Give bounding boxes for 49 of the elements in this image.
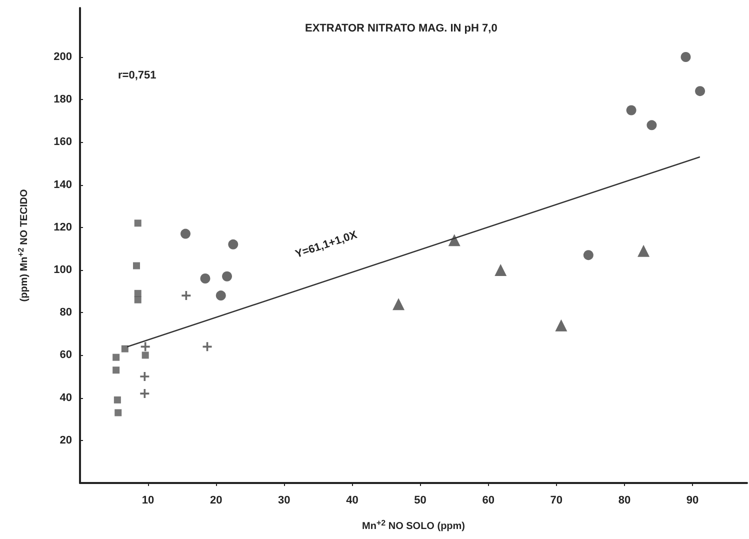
point (695, 86, 706, 96)
x-tick-label: 90 (686, 494, 699, 506)
point (200, 274, 210, 284)
point (626, 105, 636, 116)
point (132, 262, 140, 270)
x-tick-label: 50 (414, 494, 426, 506)
point (134, 220, 142, 227)
y-tick-label: 160 (54, 136, 72, 148)
annotation: r=0,751 (118, 70, 156, 82)
point (646, 120, 657, 130)
point (494, 264, 507, 276)
text: EXTRATOR NITRATO MAG. IN pH 7,0 (305, 22, 498, 34)
x-tick-label: 40 (346, 494, 358, 506)
point (222, 271, 232, 282)
x-tick-label: 20 (210, 494, 222, 506)
y-tick-label: 40 (60, 392, 72, 404)
point (140, 372, 150, 381)
point (134, 296, 142, 304)
point (114, 409, 122, 416)
point (114, 396, 121, 404)
point (583, 250, 594, 260)
y-tick-label: 60 (60, 349, 72, 362)
point (555, 319, 568, 332)
x-tick-label: 10 (142, 494, 154, 506)
point (112, 354, 120, 361)
y-tick-label: 140 (54, 178, 72, 191)
y-tick-label: 120 (54, 221, 72, 234)
point (112, 366, 120, 374)
point (121, 345, 128, 352)
point (140, 389, 150, 398)
x-tick-label: 30 (278, 494, 290, 506)
y-tick-label: 80 (60, 306, 72, 319)
x-tick-label: 60 (482, 494, 494, 506)
point (142, 352, 149, 359)
point (228, 239, 238, 250)
point (134, 290, 142, 297)
y-tick-label: 180 (54, 94, 72, 106)
y-tick-label: 20 (60, 434, 72, 446)
y-tick-label: 100 (54, 264, 72, 276)
y-tick-label: 200 (54, 50, 72, 63)
point (182, 291, 191, 300)
point (216, 290, 226, 301)
point (680, 52, 691, 62)
x-tick-label: 80 (618, 494, 631, 506)
x-tick-label: 70 (550, 494, 563, 506)
y-axis-title: (ppm) Mn+2 NO TECIDO (16, 189, 30, 302)
point (180, 228, 190, 239)
point (392, 298, 405, 310)
point (638, 244, 650, 257)
